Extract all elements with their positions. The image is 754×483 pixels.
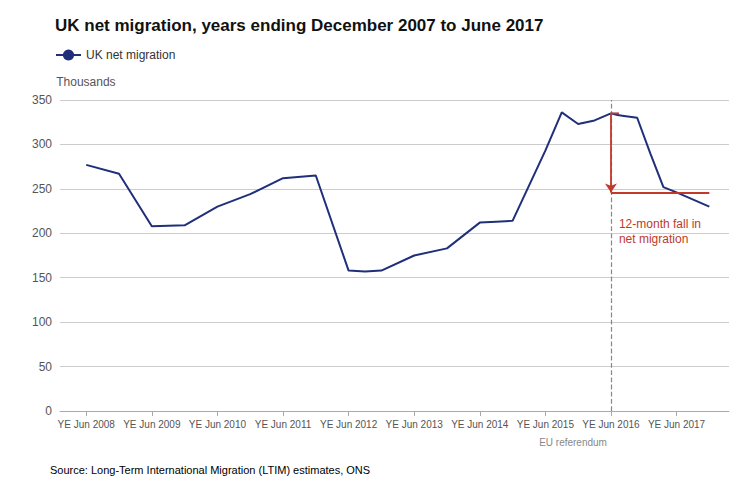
- svg-text:YE Jun 2012: YE Jun 2012: [320, 419, 378, 430]
- svg-text:150: 150: [32, 271, 52, 285]
- svg-text:250: 250: [32, 182, 52, 196]
- svg-text:UK net migration, years ending: UK net migration, years ending December …: [55, 16, 543, 35]
- svg-text:YE Jun 2013: YE Jun 2013: [386, 419, 444, 430]
- svg-text:net migration: net migration: [619, 232, 688, 246]
- svg-text:Source:: Source:: [50, 464, 91, 476]
- svg-text:YE Jun 2014: YE Jun 2014: [451, 419, 509, 430]
- svg-text:12-month fall in: 12-month fall in: [619, 217, 701, 231]
- svg-text:YE Jun 2015: YE Jun 2015: [517, 419, 575, 430]
- svg-text:0: 0: [45, 404, 52, 418]
- svg-text:50: 50: [39, 360, 53, 374]
- svg-text:EU referendum: EU referendum: [539, 437, 607, 448]
- svg-text:YE Jun 2016: YE Jun 2016: [582, 419, 640, 430]
- svg-text:Long-Term International Migrat: Long-Term International Migration (LTIM)…: [91, 464, 370, 476]
- svg-text:YE Jun 2009: YE Jun 2009: [123, 419, 181, 430]
- svg-text:350: 350: [32, 93, 52, 107]
- svg-text:YE Jun 2017: YE Jun 2017: [648, 419, 706, 430]
- svg-text:Thousands: Thousands: [56, 75, 115, 89]
- svg-text:YE Jun 2011: YE Jun 2011: [255, 419, 312, 430]
- svg-text:UK net migration: UK net migration: [86, 48, 175, 62]
- svg-text:100: 100: [32, 315, 52, 329]
- svg-text:200: 200: [32, 226, 52, 240]
- svg-text:300: 300: [32, 137, 52, 151]
- svg-text:YE Jun 2010: YE Jun 2010: [189, 419, 247, 430]
- svg-text:YE Jun 2008: YE Jun 2008: [58, 419, 116, 430]
